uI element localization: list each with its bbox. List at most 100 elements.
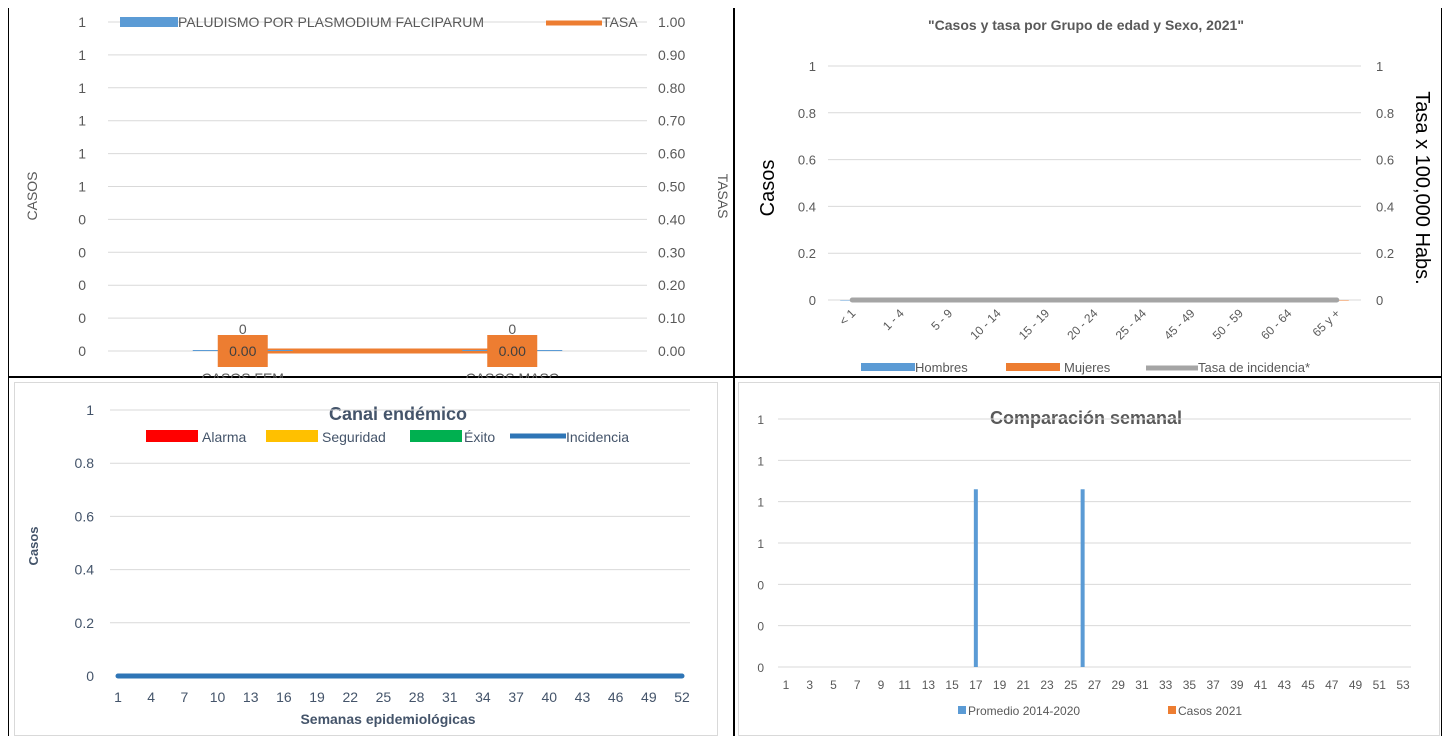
y2-tick-label: 0.90 bbox=[658, 47, 685, 63]
y2-tick-label: 1.00 bbox=[658, 14, 685, 30]
y-tick-label: 1 bbox=[78, 146, 86, 162]
legend-label: Mujeres bbox=[1064, 360, 1111, 375]
x-tick-label: 5 bbox=[830, 678, 837, 692]
y-tick-label: 0 bbox=[809, 293, 816, 308]
chart-title: Comparación semanal bbox=[990, 408, 1182, 428]
y2-tick-label: 0.2 bbox=[1376, 246, 1394, 261]
y-axis-title: Casos bbox=[26, 526, 41, 565]
x-tick-label: 9 bbox=[878, 678, 885, 692]
y-tick-label: 0 bbox=[78, 310, 86, 326]
bar-hombres bbox=[840, 300, 851, 301]
x-tick-label: 25 - 44 bbox=[1113, 306, 1150, 343]
x-tick-label: 29 bbox=[1112, 678, 1126, 692]
data-label-tasa: 0.00 bbox=[499, 343, 526, 359]
y2-tick-label: 0.60 bbox=[658, 146, 685, 162]
x-tick-label: 10 - 14 bbox=[967, 306, 1004, 343]
legend-label: Hombres bbox=[915, 360, 968, 375]
x-tick-label: < 1 bbox=[836, 306, 858, 328]
x-tick-label: 41 bbox=[1254, 678, 1268, 692]
y2-axis-title: TASAS bbox=[715, 174, 731, 219]
chart-frame bbox=[14, 382, 718, 736]
x-tick-label: 15 - 19 bbox=[1016, 306, 1053, 343]
x-tick-label: 1 bbox=[114, 689, 122, 705]
x-tick-label: 43 bbox=[575, 689, 591, 705]
bar-promedio bbox=[973, 489, 978, 667]
chart-canal-endemico: Canal endémico 0 0.2 0.4 0.6 0.8 1 Casos 1 4 7 10 13… bbox=[10, 378, 732, 736]
x-tick-label: 31 bbox=[1135, 678, 1149, 692]
x-tick-label: 11 bbox=[898, 678, 911, 692]
x-tick-label: 60 - 64 bbox=[1258, 306, 1295, 343]
legend-swatch-alarma bbox=[146, 430, 198, 442]
bar-mujeres bbox=[1338, 300, 1349, 301]
y-tick-label: 0.8 bbox=[798, 106, 816, 121]
x-tick-label: 53 bbox=[1396, 678, 1410, 692]
legend-label: TASA bbox=[602, 14, 638, 30]
chart-casos-por-sexo-svg: 0 0.00 0 0.10 0 0.20 0 0.30 0 0.40 1 0.50 1 0.60 1 0.70… bbox=[24, 14, 731, 386]
y-tick-label: 1 bbox=[78, 80, 86, 96]
frame-left-border bbox=[8, 8, 9, 736]
x-tick-label: 13 bbox=[922, 678, 936, 692]
x-tick-label: 4 bbox=[147, 689, 155, 705]
x-tick-label: 27 bbox=[1088, 678, 1102, 692]
x-tick-label: 49 bbox=[641, 689, 657, 705]
y-tick-label: 0.8 bbox=[75, 455, 95, 471]
y2-tick-label: 0.80 bbox=[658, 80, 685, 96]
legend-swatch-exito bbox=[410, 430, 462, 442]
x-tick-label: 1 - 4 bbox=[880, 306, 907, 333]
y-tick-label: 0 bbox=[86, 668, 94, 684]
x-tick-label: 51 bbox=[1373, 678, 1387, 692]
x-tick-label: 25 bbox=[376, 689, 392, 705]
x-tick-label: 19 bbox=[993, 678, 1007, 692]
y-tick-label: 0.4 bbox=[798, 199, 816, 214]
y-tick-label: 1 bbox=[78, 47, 86, 63]
y2-axis-title: Tasa x 100,000 Habs. bbox=[1411, 91, 1433, 284]
data-label-casos: 0 bbox=[508, 321, 516, 337]
y2-tick-label: 0.10 bbox=[658, 310, 685, 326]
x-tick-label: 28 bbox=[409, 689, 425, 705]
frame-vertical-divider bbox=[733, 8, 735, 736]
frame-horizontal-divider bbox=[8, 376, 1442, 378]
x-tick-label: 1 bbox=[783, 678, 790, 692]
x-tick-label: 34 bbox=[475, 689, 491, 705]
data-label-tasa: 0.00 bbox=[229, 343, 256, 359]
chart-casos-por-sexo: 0 0.00 0 0.10 0 0.20 0 0.30 0 0.40 1 0.50 1 0.60 1 0.70… bbox=[10, 8, 732, 386]
y2-tick-label: 0.00 bbox=[658, 343, 685, 359]
y-tick-label: 1 bbox=[757, 537, 764, 551]
legend-label: Incidencia bbox=[566, 429, 629, 445]
legend-label: Casos 2021 bbox=[1178, 704, 1242, 718]
x-tick-label: 7 bbox=[854, 678, 861, 692]
chart-title: "Casos y tasa por Grupo de edad y Sexo, … bbox=[928, 17, 1244, 33]
x-tick-label: 50 - 59 bbox=[1210, 306, 1247, 343]
y2-tick-label: 0.50 bbox=[658, 179, 685, 195]
x-tick-label: 17 bbox=[969, 678, 983, 692]
y2-tick-label: 0.8 bbox=[1376, 106, 1394, 121]
x-tick-label: 23 bbox=[1040, 678, 1054, 692]
x-tick-label: 39 bbox=[1230, 678, 1244, 692]
x-tick-label: 45 bbox=[1301, 678, 1315, 692]
x-tick-label: 65 y + bbox=[1310, 306, 1343, 339]
y-tick-label: 1 bbox=[78, 113, 86, 129]
data-label-casos: 0 bbox=[239, 321, 247, 337]
x-tick-label: 19 bbox=[309, 689, 325, 705]
legend-swatch-casos-2021 bbox=[1168, 706, 1176, 714]
y-tick-label: 1 bbox=[78, 14, 86, 30]
x-tick-label: 45 - 49 bbox=[1161, 306, 1198, 343]
y2-tick-label: 0.20 bbox=[658, 277, 685, 293]
x-tick-label: 20 - 24 bbox=[1064, 306, 1101, 343]
y-tick-label: 0.4 bbox=[75, 562, 95, 578]
y-tick-label: 0 bbox=[757, 620, 764, 634]
chart-grupo-edad-sexo-svg: "Casos y tasa por Grupo de edad y Sexo, … bbox=[757, 17, 1433, 375]
x-tick-label: 7 bbox=[180, 689, 188, 705]
chart-frame bbox=[738, 382, 1440, 736]
frame-right-border bbox=[1441, 8, 1442, 736]
y2-tick-label: 0.30 bbox=[658, 244, 685, 260]
x-tick-label: 21 bbox=[1017, 678, 1031, 692]
y-tick-label: 0 bbox=[78, 343, 86, 359]
x-tick-label: 37 bbox=[508, 689, 524, 705]
x-axis-title: Semanas epidemiológicas bbox=[300, 711, 475, 727]
x-tick-label: 13 bbox=[243, 689, 259, 705]
chart-canal-endemico-svg: Canal endémico 0 0.2 0.4 0.6 0.8 1 Casos 1 4 7 10 13… bbox=[26, 402, 690, 727]
legend-swatch-bar bbox=[120, 17, 178, 27]
x-tick-label: 52 bbox=[674, 689, 690, 705]
